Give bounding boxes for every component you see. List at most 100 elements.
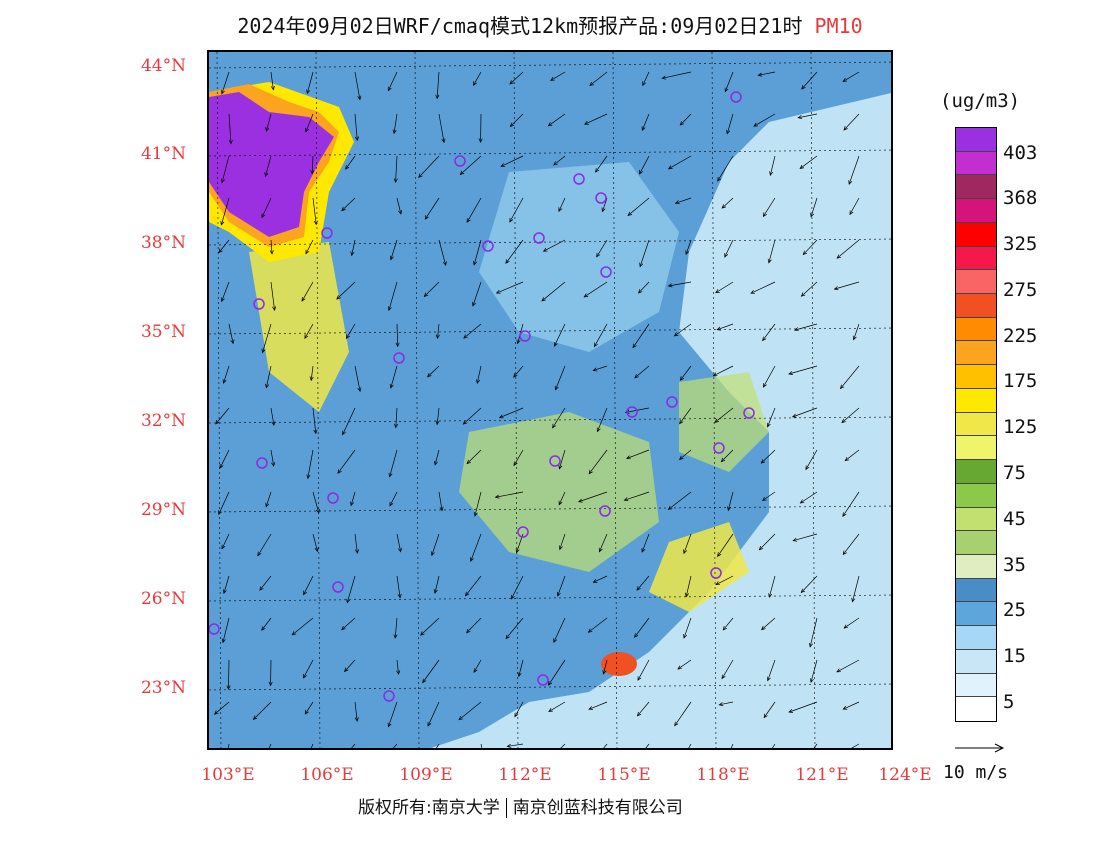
wind-vector — [674, 701, 692, 726]
wind-vector-head — [800, 292, 806, 297]
wind-vector-head — [762, 336, 767, 342]
wind-vector — [594, 323, 608, 347]
wind-vector-head — [550, 76, 555, 81]
wind-vector-head — [674, 200, 680, 205]
wind-vector-head — [760, 625, 766, 631]
wind-vector-head — [602, 669, 607, 675]
wind-vector — [312, 533, 318, 552]
wind-vector — [727, 491, 734, 511]
wind-vector — [420, 617, 440, 636]
wind-vector-head — [222, 589, 227, 595]
wind-vector-head — [505, 634, 510, 640]
wind-vector — [852, 575, 860, 602]
wind-vector — [396, 197, 402, 215]
latitude-gridline — [209, 238, 891, 246]
wind-vector-head — [625, 455, 631, 460]
wind-vector-head — [226, 685, 231, 690]
wind-vector-head — [589, 81, 594, 87]
lon-label-109: 109°E — [399, 765, 453, 785]
legend-label-403: 403 — [1003, 142, 1038, 164]
wind-vector-head — [588, 469, 593, 475]
wind-vector — [578, 491, 608, 503]
wind-vector — [341, 617, 356, 630]
wind-vector-head — [465, 591, 470, 597]
wind-vector — [793, 533, 818, 542]
wind-vector — [642, 71, 650, 86]
wind-vector-head — [717, 552, 722, 557]
wind-vector — [215, 407, 230, 425]
wind-vector — [801, 281, 818, 297]
monitoring-station-marker — [713, 442, 725, 454]
wind-vector — [513, 449, 524, 466]
wind-vector — [350, 491, 356, 506]
wind-vector-head — [836, 668, 841, 673]
wind-vector-head — [265, 502, 270, 508]
wind-vector — [351, 239, 356, 256]
wind-vector — [645, 743, 650, 748]
wind-vector — [792, 407, 818, 418]
wind-vector-head — [596, 427, 601, 433]
lat-label-44: 44°N — [140, 56, 186, 76]
wind-vector-head — [712, 372, 718, 377]
wind-vector — [851, 743, 860, 748]
monitoring-station-marker — [537, 674, 549, 686]
wind-vector — [422, 659, 440, 683]
wind-vector — [632, 323, 650, 348]
wind-vector-head — [423, 292, 429, 298]
wind-vector — [555, 365, 566, 390]
wind-vector — [389, 449, 398, 477]
wind-vector — [848, 155, 860, 185]
wind-vector-head — [221, 638, 226, 644]
lat-label-23: 23°N — [140, 678, 186, 698]
wind-vector-head — [309, 376, 314, 382]
wind-vector-head — [801, 85, 806, 90]
very-high-concentration-area — [209, 92, 334, 237]
wind-vector-head — [271, 462, 276, 467]
latitude-gridline — [209, 594, 891, 602]
wind-vector — [221, 533, 230, 549]
wind-vector — [721, 449, 734, 462]
monitoring-station-marker — [730, 91, 742, 103]
wind-vector — [396, 659, 399, 675]
wind-vector — [505, 617, 524, 639]
wind-vector-head — [715, 289, 720, 294]
legend-label-75: 75 — [1003, 462, 1026, 484]
wind-vector — [219, 449, 230, 469]
legend-swatch — [956, 151, 996, 176]
wind-vector-head — [257, 551, 262, 557]
wind-vector-head — [553, 638, 558, 644]
wind-vector — [473, 659, 482, 673]
wind-vector-head — [768, 593, 773, 598]
wind-vector — [427, 701, 440, 727]
wind-vector-head — [595, 168, 600, 173]
wind-vector-head — [623, 497, 629, 502]
wind-vector — [500, 155, 524, 167]
wind-vector — [685, 575, 692, 597]
low-concentration-area — [479, 162, 679, 352]
wind-vector-head — [466, 218, 471, 223]
wind-vector-head — [810, 212, 815, 218]
wind-vector — [759, 533, 776, 551]
legend-label-5: 5 — [1003, 691, 1015, 713]
wind-vector — [550, 71, 566, 81]
wind-vector-head — [762, 383, 767, 388]
wind-vector-head — [424, 215, 429, 220]
longitude-gridline — [414, 52, 420, 748]
wind-vector-head — [398, 210, 403, 215]
wind-vector — [436, 407, 440, 425]
wind-vector — [476, 365, 482, 384]
legend-label-125: 125 — [1003, 416, 1038, 438]
wind-vector-head — [639, 169, 643, 175]
wind-vector-head — [301, 297, 306, 302]
wind-vector-head — [542, 247, 548, 252]
wind-vector — [548, 659, 566, 686]
legend-swatch — [956, 673, 996, 698]
wind-vector-head — [554, 385, 559, 391]
wind-vector — [588, 617, 608, 633]
wind-vector — [388, 281, 398, 311]
wind-vector — [390, 365, 398, 389]
wind-vector-head — [799, 499, 805, 504]
wind-vector — [730, 743, 734, 748]
latitude-gridline — [209, 505, 891, 513]
legend-swatch — [956, 507, 996, 532]
